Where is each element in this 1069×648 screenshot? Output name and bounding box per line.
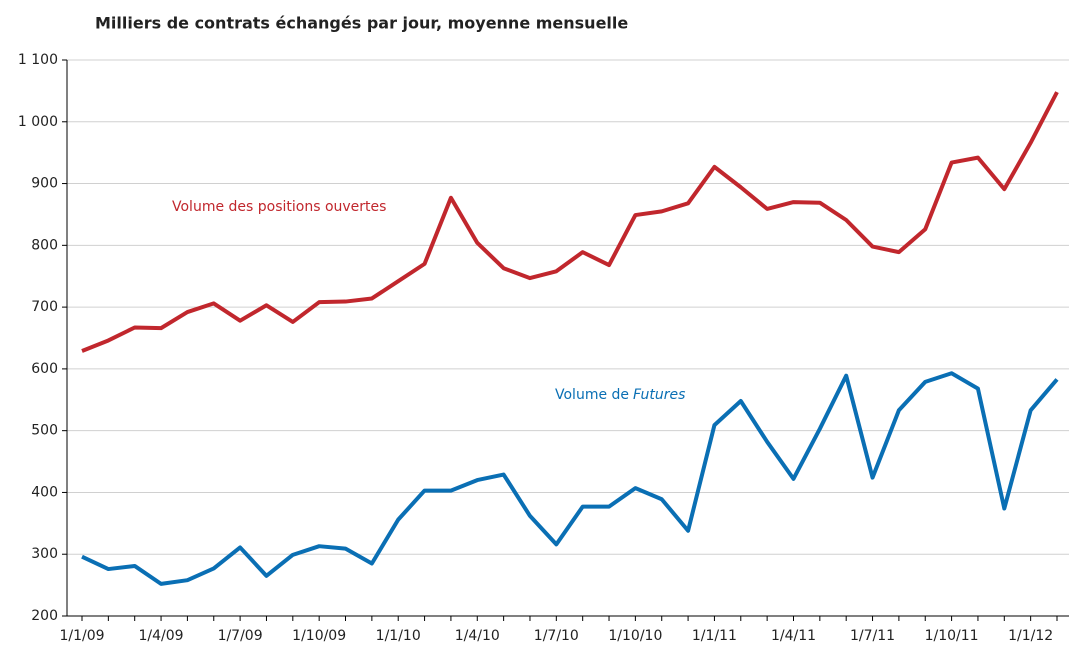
y-tick-label: 200 — [31, 608, 58, 624]
x-tick-label: 1/10/11 — [925, 628, 979, 644]
y-tick-label: 1 100 — [18, 52, 58, 68]
x-tick-label: 1/7/11 — [850, 628, 895, 644]
y-tick-label: 700 — [31, 299, 58, 315]
y-tick-label: 1 000 — [18, 114, 58, 130]
y-tick-label: 800 — [31, 237, 58, 253]
series-label: Volume des positions ouvertes — [172, 199, 386, 215]
x-tick-label: 1/4/10 — [455, 628, 500, 644]
x-tick-label: 1/10/10 — [608, 628, 662, 644]
x-tick-label: 1/1/12 — [1008, 628, 1053, 644]
x-tick-label: 1/7/09 — [218, 628, 263, 644]
series-line — [81, 91, 1059, 353]
y-tick-label: 400 — [31, 484, 58, 500]
x-tick-label: 1/7/10 — [534, 628, 579, 644]
x-tick-label: 1/1/09 — [59, 628, 104, 644]
y-tick-label: 600 — [31, 361, 58, 377]
chart-title: Milliers de contrats échangés par jour, … — [95, 14, 628, 33]
x-tick-label: 1/1/11 — [692, 628, 737, 644]
series-label-part: Futures — [633, 387, 685, 403]
series-label: Volume de Futures — [555, 387, 685, 403]
y-tick-label: 500 — [31, 423, 58, 439]
x-tick-label: 1/4/09 — [139, 628, 184, 644]
y-tick-label: 300 — [31, 546, 58, 562]
x-tick-label: 1/10/09 — [292, 628, 346, 644]
series-line — [81, 371, 1059, 586]
x-tick-label: 1/1/10 — [376, 628, 421, 644]
x-tick-label: 1/4/11 — [771, 628, 816, 644]
series-label-part: Volume de — [555, 387, 629, 403]
y-tick-label: 900 — [31, 176, 58, 192]
